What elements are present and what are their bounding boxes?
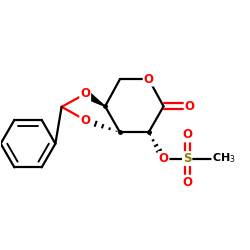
Polygon shape <box>83 90 105 106</box>
Text: O: O <box>185 100 195 113</box>
Text: CH$_3$: CH$_3$ <box>212 152 236 166</box>
Text: O: O <box>144 72 154 86</box>
Text: O: O <box>80 88 90 101</box>
Text: O: O <box>158 152 168 165</box>
Text: S: S <box>183 152 192 165</box>
Text: O: O <box>80 114 90 126</box>
Text: O: O <box>182 176 192 189</box>
Text: O: O <box>182 128 192 141</box>
